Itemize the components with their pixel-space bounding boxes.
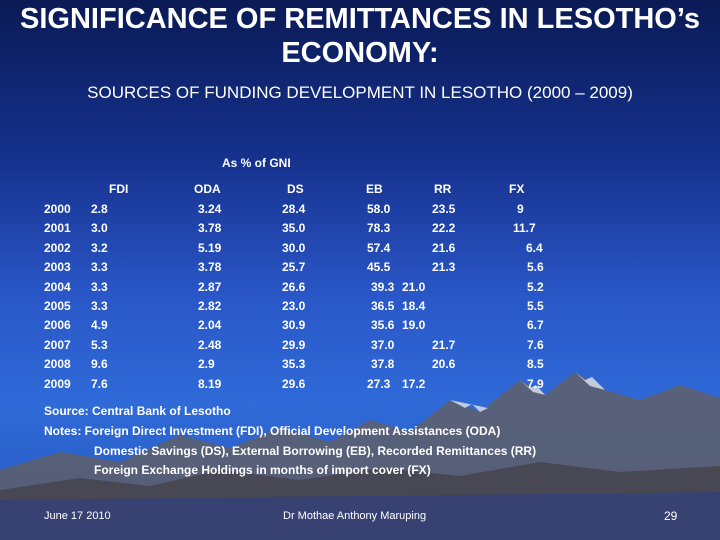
- table-cell-oda: 3.78: [198, 260, 222, 275]
- table-cell-rr: 19.0: [402, 318, 426, 333]
- table-cell-fdi: 3.3: [91, 279, 108, 294]
- table-cell-rr: 21.7: [432, 337, 456, 352]
- footer-date: June 17 2010: [44, 510, 111, 522]
- table-cell-oda: 3.24: [198, 202, 222, 216]
- table-cell-eb: 37.8: [371, 357, 395, 372]
- table-cell-fx: 7.6: [527, 337, 544, 352]
- table-cell-oda: 2.82: [198, 299, 222, 313]
- row-year: 2008: [44, 357, 71, 372]
- table-cell-fdi: 5.3: [91, 337, 108, 352]
- source-note: Source: Central Bank of Lesotho: [44, 404, 231, 418]
- table-cell-ds: 30.9: [282, 318, 306, 333]
- table-cell-fx: 6.7: [527, 318, 544, 333]
- table-cell-oda: 2.9: [198, 357, 215, 372]
- table-cell-ds: 29.9: [282, 337, 306, 352]
- row-year: 2005: [44, 299, 71, 313]
- table-cell-oda: 2.04: [198, 318, 222, 333]
- row-year: 2006: [44, 318, 71, 333]
- table-cell-oda: 3.78: [198, 221, 222, 236]
- table-cell-ds: 35.3: [282, 357, 306, 372]
- table-cell-fx: 11.7: [513, 221, 536, 236]
- slide-subtitle: SOURCES OF FUNDING DEVELOPMENT IN LESOTH…: [87, 83, 633, 102]
- column-header-ds: DS: [287, 182, 304, 196]
- column-header-fdi: FDI: [109, 182, 129, 196]
- table-cell-fx: 6.4: [526, 240, 543, 255]
- table-cell-rr: 21.0: [402, 279, 426, 294]
- table-cell-fx: 7.9: [527, 376, 544, 391]
- slide-number: 29: [664, 509, 678, 523]
- row-year: 2004: [44, 279, 71, 294]
- table-cell-oda: 2.87: [198, 279, 222, 294]
- column-header-eb: EB: [366, 182, 383, 196]
- table-cell-eb: 45.5: [367, 260, 391, 275]
- table-cell-rr: 17.2: [402, 376, 426, 391]
- row-year: 2007: [44, 337, 71, 352]
- table-cell-fdi: 3.3: [91, 299, 108, 313]
- table-cell-eb: 39.3: [371, 279, 395, 294]
- table-cell-oda: 5.19: [198, 240, 222, 255]
- table-cell-eb: 35.6: [371, 318, 395, 333]
- table-cell-rr: 21.6: [432, 240, 456, 255]
- table-cell-eb: 57.4: [367, 240, 391, 255]
- table-cell-ds: 23.0: [282, 299, 306, 313]
- table-cell-fx: 8.5: [527, 357, 544, 372]
- table-cell-fdi: 3.0: [91, 221, 108, 236]
- column-header-oda: ODA: [194, 182, 221, 196]
- row-year: 2000: [44, 202, 71, 216]
- row-year: 2009: [44, 376, 71, 391]
- column-header-rr: RR: [434, 182, 452, 196]
- table-cell-oda: 8.19: [198, 376, 222, 391]
- table-cell-eb: 36.5: [371, 299, 395, 313]
- table-cell-fx: 5.2: [527, 279, 544, 294]
- row-year: 2001: [44, 221, 71, 236]
- table-cell-fx: 5.5: [527, 299, 544, 313]
- table-cell-rr: 23.5: [432, 202, 456, 216]
- table-cell-rr: 22.2: [432, 221, 456, 236]
- table-cell-ds: 29.6: [282, 376, 306, 391]
- table-cell-fx: 5.6: [527, 260, 544, 275]
- table-cell-rr: 20.6: [432, 357, 456, 372]
- table-cell-fdi: 9.6: [91, 357, 108, 372]
- table-cell-fdi: 3.2: [91, 240, 108, 255]
- notes-line: Notes: Foreign Direct Investment (FDI), …: [44, 424, 501, 438]
- unit-note: As % of GNI: [222, 156, 291, 170]
- table-cell-eb: 27.3: [367, 376, 391, 391]
- table-cell-rr: 18.4: [402, 299, 426, 313]
- table-cell-eb: 78.3: [367, 221, 391, 236]
- table-cell-ds: 26.6: [282, 279, 306, 294]
- row-year: 2002: [44, 240, 71, 255]
- table-cell-ds: 28.4: [282, 202, 306, 216]
- footer-author: Dr Mothae Anthony Maruping: [283, 510, 427, 522]
- notes-line: Foreign Exchange Holdings in months of i…: [94, 463, 431, 477]
- table-cell-fdi: 4.9: [91, 318, 108, 333]
- table-cell-eb: 37.0: [371, 337, 395, 352]
- table-cell-ds: 25.7: [282, 260, 306, 275]
- table-cell-rr: 21.3: [432, 260, 456, 275]
- slide-title: SIGNIFICANCE OF REMITTANCES IN LESOTHO’s…: [20, 3, 700, 69]
- row-year: 2003: [44, 260, 71, 275]
- table-cell-fdi: 7.6: [91, 376, 108, 391]
- table-cell-fdi: 2.8: [91, 202, 108, 216]
- table-cell-ds: 35.0: [282, 221, 306, 236]
- notes-line: Domestic Savings (DS), External Borrowin…: [94, 444, 537, 458]
- table-cell-oda: 2.48: [198, 337, 222, 352]
- table-cell-ds: 30.0: [282, 240, 306, 255]
- column-header-fx: FX: [509, 182, 525, 196]
- table-cell-eb: 58.0: [367, 202, 391, 216]
- table-cell-fdi: 3.3: [91, 260, 108, 275]
- table-cell-fx: 9: [517, 202, 524, 216]
